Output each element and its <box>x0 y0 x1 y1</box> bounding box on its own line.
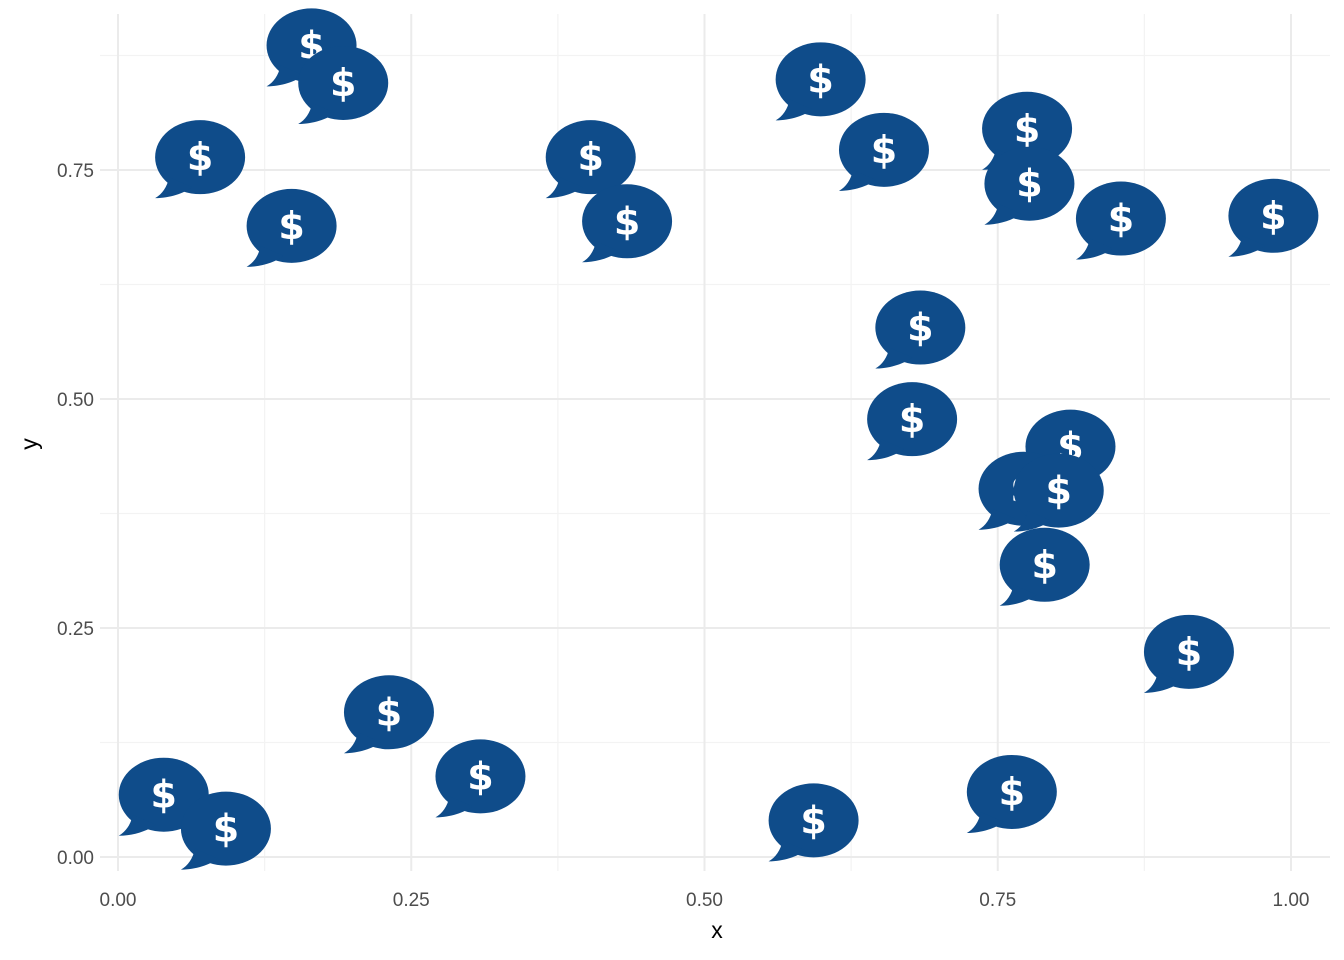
svg-text:$: $ <box>807 57 833 101</box>
x-tick-label: 0.25 <box>393 890 430 911</box>
y-tick-label: 0.25 <box>57 619 94 640</box>
comment-dollar-icon: $ <box>1143 614 1234 693</box>
svg-text:$: $ <box>278 204 304 248</box>
comment-dollar-icon: $ <box>155 120 246 199</box>
svg-text:$: $ <box>614 199 640 243</box>
svg-text:$: $ <box>1031 543 1057 587</box>
x-tick-label: 0.00 <box>100 890 137 911</box>
comment-dollar-icon: $ <box>984 146 1075 225</box>
comment-dollar-icon: $ <box>545 120 636 199</box>
x-tick-label: 0.50 <box>686 890 723 911</box>
comment-dollar-icon: $ <box>298 45 389 124</box>
points: $$$$$$$$$$$$$$$$$$$$$$$$$ <box>118 8 1319 870</box>
comment-dollar-icon: $ <box>999 527 1090 606</box>
svg-text:$: $ <box>1176 630 1202 674</box>
x-axis-title: x <box>711 917 723 943</box>
x-tick-label: 0.75 <box>979 890 1016 911</box>
svg-text:$: $ <box>999 770 1025 814</box>
svg-text:$: $ <box>213 807 239 851</box>
comment-dollar-icon: $ <box>1013 453 1104 532</box>
svg-text:$: $ <box>376 690 402 734</box>
svg-text:$: $ <box>907 306 933 350</box>
comment-dollar-icon: $ <box>867 382 958 461</box>
comment-dollar-icon: $ <box>875 290 966 369</box>
comment-dollar-icon: $ <box>966 754 1057 833</box>
svg-text:$: $ <box>467 754 493 798</box>
svg-text:$: $ <box>1260 194 1286 238</box>
comment-dollar-icon: $ <box>775 42 866 121</box>
y-tick-label: 0.75 <box>57 161 94 182</box>
svg-text:$: $ <box>1016 162 1042 206</box>
comment-dollar-icon: $ <box>246 188 337 267</box>
svg-text:$: $ <box>187 135 213 179</box>
svg-text:$: $ <box>1014 107 1040 151</box>
svg-text:$: $ <box>1108 197 1134 241</box>
svg-text:$: $ <box>899 397 925 441</box>
x-axis-ticks: 0.00 0.25 0.50 0.75 1.00 <box>100 890 1310 911</box>
comment-dollar-icon: $ <box>1228 178 1319 257</box>
x-tick-label: 1.00 <box>1273 890 1310 911</box>
svg-text:$: $ <box>330 61 356 105</box>
y-axis-title: y <box>16 438 42 450</box>
y-tick-label: 0.00 <box>57 848 94 869</box>
svg-text:$: $ <box>1046 469 1072 513</box>
comment-dollar-icon: $ <box>435 739 526 818</box>
comment-dollar-icon: $ <box>343 675 434 754</box>
comment-dollar-icon: $ <box>838 112 929 191</box>
svg-text:$: $ <box>871 128 897 172</box>
comment-dollar-icon: $ <box>1075 181 1166 260</box>
comment-dollar-icon: $ <box>180 791 271 870</box>
svg-text:$: $ <box>800 798 826 842</box>
comment-dollar-icon: $ <box>582 184 673 263</box>
svg-text:$: $ <box>151 773 177 817</box>
y-tick-label: 0.50 <box>57 390 94 411</box>
svg-text:$: $ <box>577 135 603 179</box>
comment-dollar-icon: $ <box>768 783 859 862</box>
y-axis-ticks: 0.00 0.25 0.50 0.75 <box>57 161 94 869</box>
